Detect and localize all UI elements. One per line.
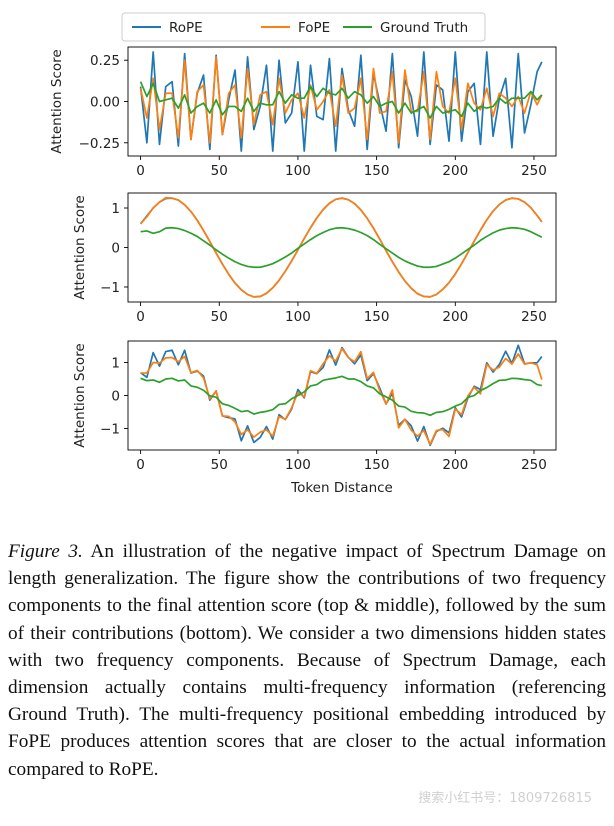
- x-tick-label: 100: [285, 309, 311, 325]
- series-line-fope: [139, 196, 543, 298]
- y-tick-label: 0.00: [90, 95, 120, 111]
- y-tick-label: −1: [100, 280, 120, 296]
- x-tick-label: 200: [442, 309, 468, 325]
- y-axis-label: Attention Score: [49, 49, 65, 153]
- x-tick-label: 200: [442, 457, 468, 473]
- x-tick-label: 0: [136, 457, 145, 473]
- y-axis-label: Attention Score: [72, 343, 88, 447]
- x-tick-label: 250: [521, 457, 547, 473]
- y-tick-label: −1: [100, 422, 120, 438]
- plot-frame: [127, 46, 557, 157]
- series-line-fope: [139, 56, 543, 144]
- x-tick-label: 100: [285, 457, 311, 473]
- figure-caption: Figure 3. An illustration of the negativ…: [8, 538, 606, 783]
- x-tick-label: 100: [285, 163, 311, 179]
- figure-svg: RoPE FoPE Ground Truth 0 50 100 150 200 2500.25…: [49, 12, 557, 496]
- x-tick-label: 250: [521, 309, 547, 325]
- legend-label-rope: RoPE: [169, 20, 203, 36]
- plot-frame: [127, 192, 557, 303]
- series-line-ground-truth: [140, 226, 543, 269]
- x-tick-label: 50: [211, 309, 228, 325]
- y-tick-label: 0: [111, 389, 120, 405]
- x-tick-label: 0: [136, 309, 145, 325]
- chart-panel-bottom: 0 50 100 150 200 250 1 0 −1 Attention Score Token …: [72, 340, 557, 496]
- series-line-rope: [140, 344, 543, 447]
- y-tick-label: 0.25: [90, 53, 120, 69]
- x-tick-label: 150: [364, 457, 390, 473]
- y-tick-label: −0.25: [79, 136, 120, 152]
- caption-text: An illustration of the negative impact o…: [8, 541, 606, 780]
- watermark: 搜索小红书号：1809726815: [418, 791, 592, 806]
- x-tick-label: 50: [211, 457, 228, 473]
- figure-label: Figure 3.: [8, 541, 83, 562]
- x-tick-label: 150: [364, 309, 390, 325]
- legend-label-fope: FoPE: [298, 20, 330, 36]
- series-line-rope: [139, 51, 543, 152]
- legend-box: [121, 12, 486, 42]
- chart-panel-middle: 0 50 100 150 200 250 1 0 −1 Attention Score: [72, 192, 557, 325]
- x-tick-label: 50: [211, 163, 228, 179]
- legend-label-ground-truth: Ground Truth: [380, 20, 468, 36]
- y-tick-label: 1: [111, 355, 120, 371]
- y-tick-label: 0: [111, 241, 120, 257]
- legend: RoPE FoPE Ground Truth: [121, 12, 486, 42]
- chart-panel-top: 0 50 100 150 200 250 0.25 0.00 −0.25 Attention Sc…: [49, 46, 557, 179]
- plot-frame: [127, 340, 557, 451]
- series-line-ground-truth: [140, 375, 543, 417]
- x-tick-label: 0: [136, 163, 145, 179]
- series-line-fope: [140, 347, 543, 446]
- x-axis-label: Token Distance: [290, 480, 393, 496]
- y-tick-label: 1: [111, 201, 120, 217]
- series-line-rope: [139, 197, 543, 298]
- series-line-ground-truth: [139, 81, 543, 119]
- x-tick-label: 250: [521, 163, 547, 179]
- y-axis-label: Attention Score: [72, 195, 88, 299]
- x-tick-label: 150: [364, 163, 390, 179]
- x-tick-label: 200: [442, 163, 468, 179]
